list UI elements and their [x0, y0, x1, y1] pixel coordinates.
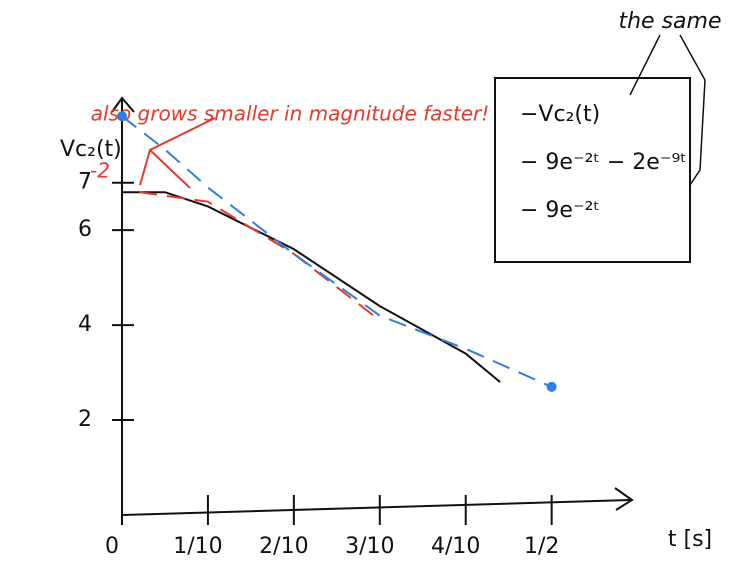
y-tick-label: 7 — [78, 170, 92, 195]
x-tick-label: 3/10 — [345, 534, 394, 559]
series-line — [122, 116, 552, 387]
annotation: also grows smaller in magnitude faster! — [91, 102, 490, 126]
y-tick-label: 2 — [78, 407, 92, 432]
legend-label: − 9e⁻²ᵗ — [520, 198, 600, 223]
annotation: -2 — [90, 159, 110, 183]
end-point — [117, 111, 127, 121]
legend-label: − 9e⁻²ᵗ − 2e⁻⁹ᵗ — [520, 150, 687, 175]
y-tick-label: 4 — [78, 312, 92, 337]
chart: Vc₂(t) t [s] also grows smaller in magni… — [0, 0, 748, 568]
annotation-arrow — [140, 118, 215, 188]
x-tick-label: 1/10 — [173, 534, 222, 559]
x-tick-label: 1/2 — [524, 534, 559, 559]
series-line — [122, 192, 500, 382]
x-tick-label: 0 — [105, 534, 119, 559]
annotation: the same — [618, 9, 721, 34]
end-point — [547, 382, 557, 392]
x-axis — [122, 500, 630, 515]
x-axis-label: t [s] — [668, 527, 712, 552]
legend-label: −Vc₂(t) — [520, 102, 600, 127]
x-arrow — [615, 488, 632, 510]
y-tick-label: 6 — [78, 217, 92, 242]
series-line — [139, 192, 380, 320]
x-tick-label: 4/10 — [431, 534, 480, 559]
x-tick-label: 2/10 — [259, 534, 308, 559]
